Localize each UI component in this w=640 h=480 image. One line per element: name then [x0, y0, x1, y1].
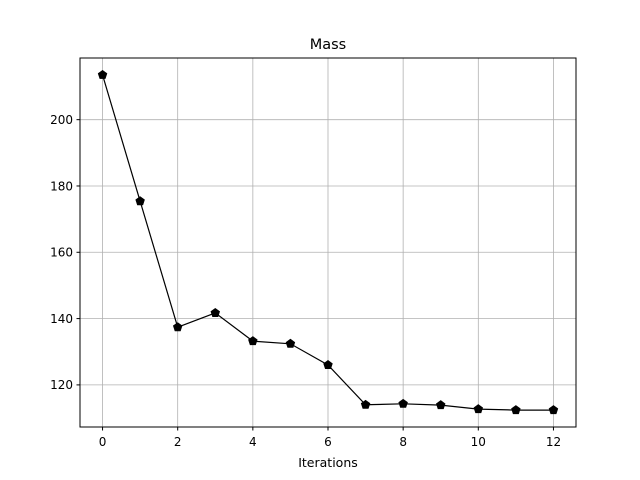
- x-tick-label: 4: [249, 435, 257, 449]
- data-point-marker: [172, 322, 183, 332]
- y-tick-label: 140: [50, 312, 73, 326]
- data-point-marker: [210, 307, 221, 317]
- data-point-marker: [323, 360, 333, 370]
- series-layer: [97, 69, 559, 415]
- data-point-marker: [511, 405, 521, 415]
- data-point-marker: [135, 196, 145, 206]
- x-tick-label: 8: [399, 435, 407, 449]
- axis-ticks: 0 2 4 6 8 10 12 120 140 160 180 200: [50, 113, 561, 449]
- data-point-marker: [248, 336, 258, 346]
- x-axis-label: Iterations: [298, 455, 358, 470]
- grid-lines: [80, 58, 576, 427]
- data-point-marker: [435, 400, 446, 410]
- x-tick-label: 0: [99, 435, 107, 449]
- y-tick-label: 200: [50, 113, 73, 127]
- x-tick-label: 6: [324, 435, 332, 449]
- data-point-marker: [285, 338, 296, 348]
- data-point-marker: [548, 405, 559, 415]
- chart-title: Mass: [310, 37, 347, 53]
- data-point-marker: [360, 399, 371, 409]
- data-point-marker: [97, 69, 108, 79]
- data-point-marker: [398, 398, 408, 408]
- y-tick-label: 180: [50, 179, 73, 193]
- y-tick-label: 120: [50, 378, 73, 392]
- y-tick-label: 160: [50, 246, 73, 260]
- x-tick-label: 12: [546, 435, 561, 449]
- x-tick-label: 2: [174, 435, 182, 449]
- x-tick-label: 10: [471, 435, 486, 449]
- data-point-marker: [473, 404, 484, 414]
